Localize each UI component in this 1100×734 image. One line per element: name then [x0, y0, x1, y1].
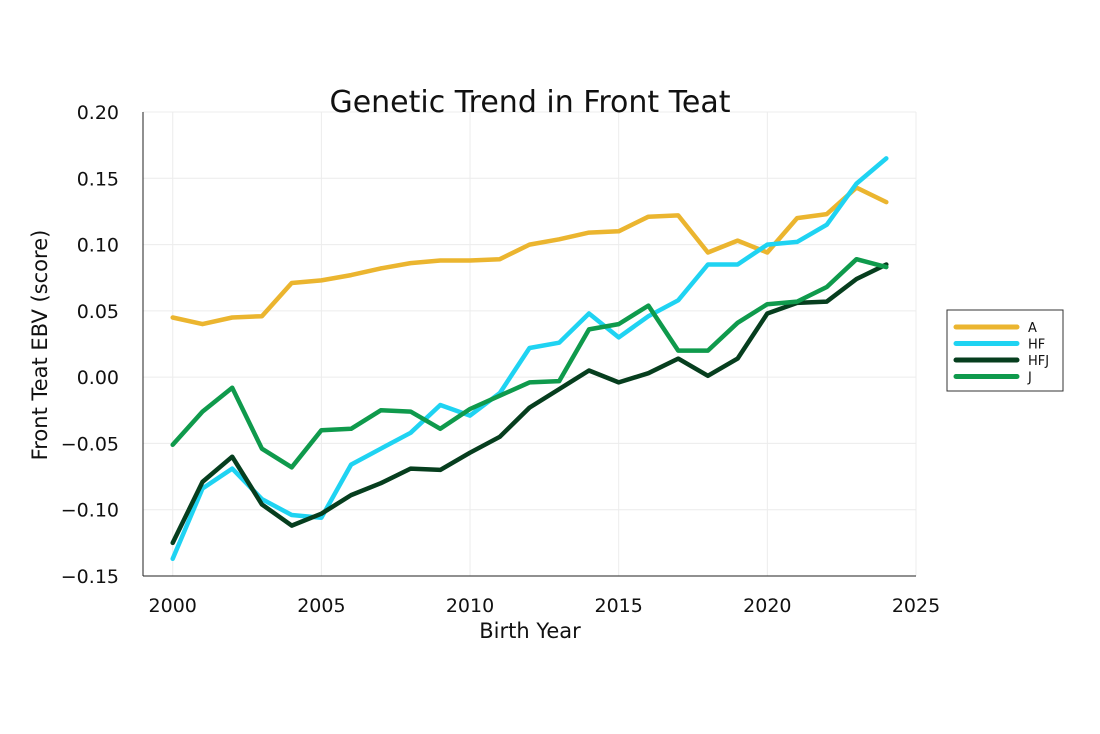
y-tick-label: 0.15 — [77, 168, 119, 190]
x-tick-label: 2025 — [892, 595, 940, 617]
y-tick-label: 0.00 — [77, 367, 119, 389]
legend-label-a: A — [1028, 321, 1037, 336]
y-tick-labels: 0.20 0.15 0.10 0.05 0.00 −0.05 −0.10 −0.15 — [61, 102, 119, 588]
legend-label-hfj: HFJ — [1028, 354, 1049, 369]
grid-lines — [143, 111, 917, 577]
series-line-a — [170, 185, 889, 327]
y-tick-label: 0.10 — [77, 235, 119, 257]
y-tick-label: −0.05 — [61, 433, 119, 455]
y-tick-label: −0.10 — [61, 500, 119, 522]
y-axis-label: Front Teat EBV (score) — [28, 230, 52, 461]
x-tick-label: 2000 — [149, 595, 197, 617]
series-line-j — [170, 256, 889, 470]
y-tick-label: 0.20 — [77, 102, 119, 124]
x-tick-label: 2010 — [446, 595, 494, 617]
series-line-hfj — [170, 262, 889, 546]
x-tick-label: 2020 — [743, 595, 791, 617]
y-tick-label: 0.05 — [77, 301, 119, 323]
legend-label-j: J — [1027, 371, 1032, 386]
y-tick-label: −0.15 — [61, 566, 119, 588]
legend-label-hf: HF — [1028, 338, 1045, 353]
x-tick-label: 2005 — [297, 595, 345, 617]
series-lines — [170, 156, 889, 562]
series-line-hf — [170, 156, 889, 562]
chart-title: Genetic Trend in Front Teat — [329, 85, 730, 120]
x-axis-label: Birth Year — [479, 619, 581, 643]
x-tick-labels: 2000 2005 2010 2015 2020 2025 — [149, 595, 941, 617]
x-tick-label: 2015 — [595, 595, 643, 617]
